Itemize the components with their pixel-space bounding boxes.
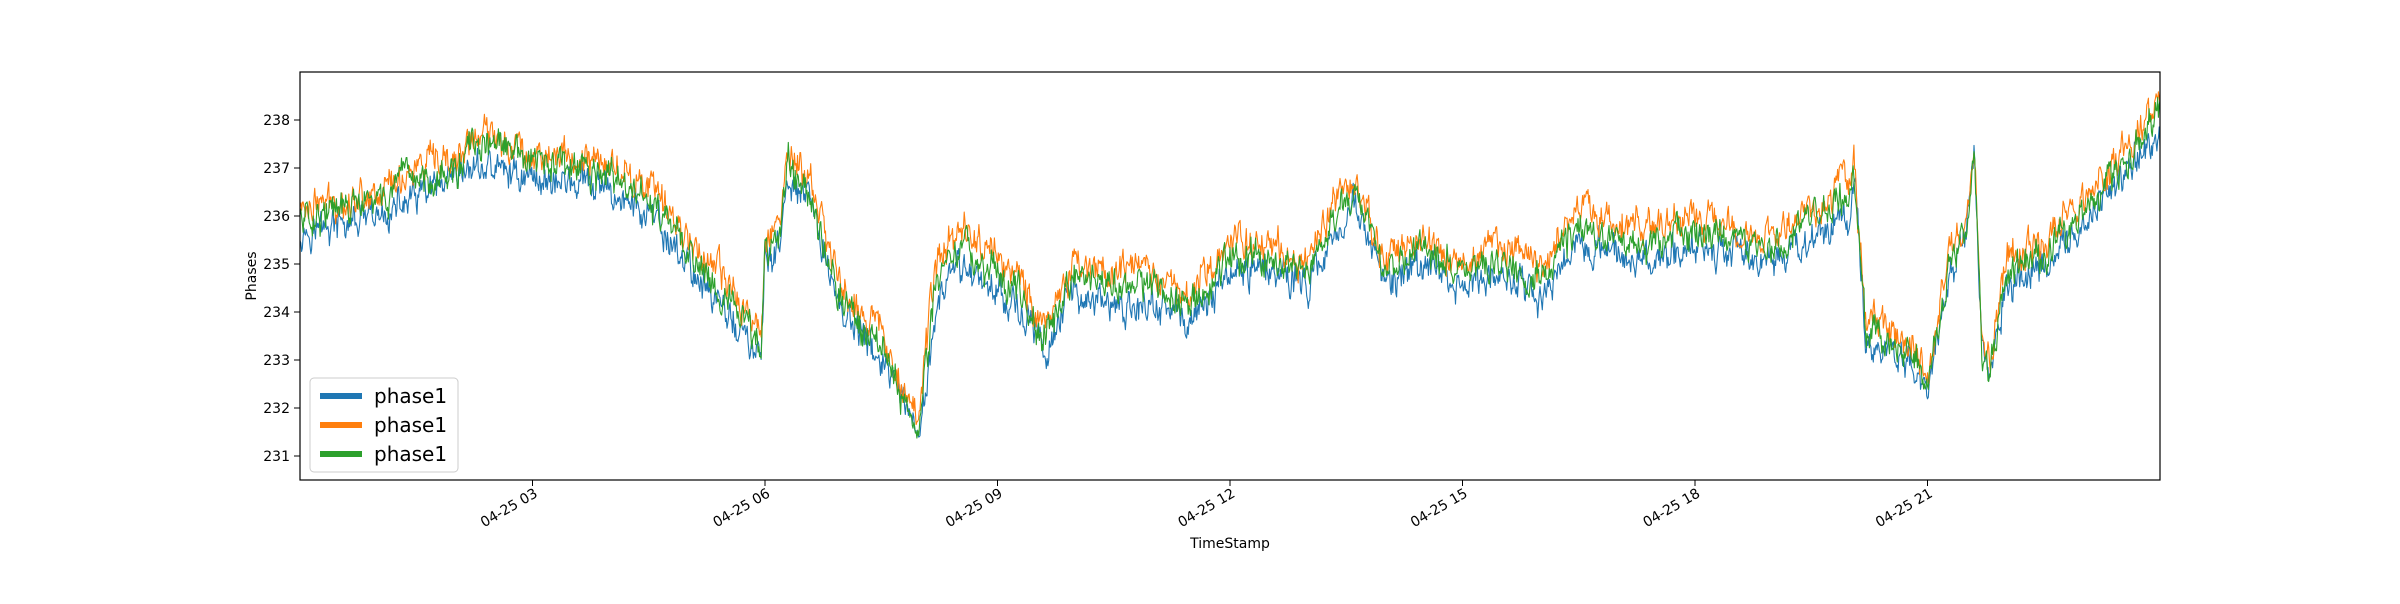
y-tick-label: 235 [263, 257, 290, 273]
legend-label: phase1 [374, 413, 447, 437]
y-tick-label: 236 [263, 209, 290, 225]
y-tick-label: 231 [263, 449, 290, 465]
x-tick-label: 04-25 21 [1873, 486, 1936, 531]
x-tick-label: 04-25 09 [943, 486, 1006, 531]
y-axis: 231 232 233 234 235 236 237 238 [263, 113, 300, 465]
y-tick-label: 238 [263, 113, 290, 129]
x-tick-label: 04-25 18 [1640, 486, 1703, 531]
x-axis-label: TimeStamp [1189, 536, 1270, 552]
legend: phase1 phase1 phase1 [309, 377, 459, 473]
x-tick-label: 04-25 15 [1408, 486, 1471, 531]
y-tick-label: 237 [263, 161, 290, 177]
series-line-1 [300, 126, 2160, 438]
legend-label: phase1 [374, 384, 447, 408]
y-axis-label: Phases [244, 251, 260, 300]
legend-label: phase1 [374, 442, 447, 466]
x-tick-label: 04-25 12 [1175, 486, 1238, 531]
y-tick-label: 234 [263, 305, 290, 321]
x-axis: 04-25 03 04-25 06 04-25 09 04-25 12 04-25 15… [478, 480, 1936, 531]
series-layer [300, 91, 2160, 439]
series-line-3 [300, 96, 2160, 439]
legend-box [309, 377, 459, 473]
y-tick-label: 233 [263, 353, 290, 369]
y-tick-label: 232 [263, 401, 290, 417]
x-tick-label: 04-25 06 [710, 486, 773, 531]
x-tick-label: 04-25 03 [478, 486, 541, 531]
